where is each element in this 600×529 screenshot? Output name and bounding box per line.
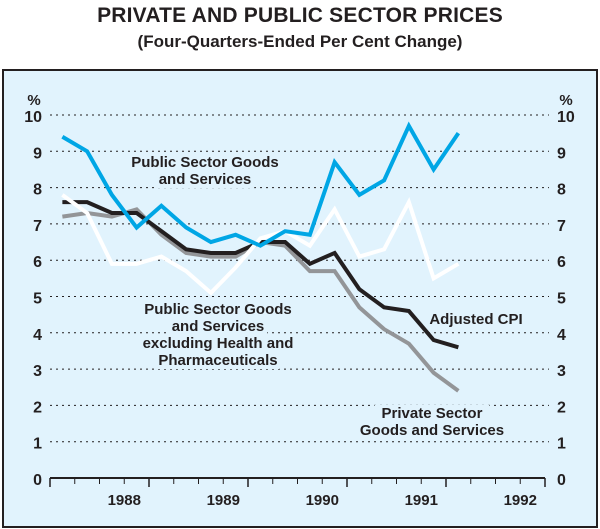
y-tick-label-right: 7 — [557, 218, 566, 235]
x-tick-label: 1990 — [306, 492, 339, 509]
y-tick-label-left: 2 — [33, 399, 42, 416]
series-label-text: Private Sector — [382, 405, 483, 422]
axes: 0 0 1 1 2 2 3 3 4 4 5 5 6 6 7 7 8 8 9 9 10 10% % 1988 1989 1990 19… — [24, 92, 575, 509]
y-tick-label-right: 9 — [557, 145, 566, 162]
y-tick-label-left: 8 — [33, 182, 42, 199]
label-bg — [136, 335, 300, 352]
label-bg — [156, 352, 280, 369]
chart-subtitle: (Four-Quarters-Ended Per Cent Change) — [137, 32, 463, 51]
label-bg — [140, 301, 296, 318]
series-label-text: excluding Health and — [143, 335, 294, 352]
y-tick-label-left: 6 — [33, 254, 42, 271]
series-lines — [61, 121, 461, 393]
y-axis-unit-right: % — [559, 92, 572, 109]
series-label-text: Public Sector Goods — [131, 154, 279, 171]
label-bg — [155, 171, 255, 188]
series-label-text: Pharmaceuticals — [158, 352, 277, 369]
y-tick-label-left: 7 — [33, 218, 42, 235]
y-tick-label-right: 2 — [557, 399, 566, 416]
series-line-2 — [61, 193, 460, 296]
y-tick-label-left: 4 — [33, 327, 42, 344]
x-tick-label: 1989 — [207, 492, 240, 509]
y-tick-label-left: 3 — [33, 363, 42, 380]
label-bg — [127, 154, 283, 171]
x-tick-label: 1991 — [405, 492, 438, 509]
y-tick-label-right: 10 — [557, 109, 575, 126]
series-label-4: Adjusted CPI — [426, 311, 526, 328]
y-tick-label-right: 8 — [557, 182, 566, 199]
chart-title: PRIVATE AND PUBLIC SECTOR PRICES — [97, 4, 503, 27]
y-tick-label-right: 5 — [557, 291, 566, 308]
series-label-text: Adjusted CPI — [429, 311, 522, 328]
series-line-1 — [61, 121, 461, 248]
y-tick-label-right: 6 — [557, 254, 566, 271]
y-tick-label-left: 1 — [33, 436, 42, 453]
y-axis-unit-left: % — [27, 92, 40, 109]
y-tick-label-left: 10 — [24, 109, 42, 126]
label-bg — [426, 311, 526, 328]
label-bg — [168, 318, 268, 335]
y-tick-label-left: 9 — [33, 145, 42, 162]
x-tick-label: 1992 — [504, 492, 537, 509]
x-tick-label: 1988 — [108, 492, 141, 509]
series-label-text: and Services — [172, 318, 265, 335]
series-label-text: and Services — [159, 171, 252, 188]
y-tick-label-right: 3 — [557, 363, 566, 380]
plot-panel — [2, 69, 598, 528]
label-bg — [358, 422, 506, 439]
y-tick-label-right: 1 — [557, 436, 566, 453]
label-bg — [374, 405, 490, 422]
series-label-text: Public Sector Goods — [144, 301, 292, 318]
y-tick-label-left: 5 — [33, 291, 42, 308]
y-tick-label-right: 4 — [557, 327, 566, 344]
y-tick-label-left: 0 — [33, 472, 42, 489]
series-label-text: Goods and Services — [360, 422, 504, 439]
series-line-4 — [62, 200, 459, 350]
y-tick-label-right: 0 — [557, 472, 566, 489]
